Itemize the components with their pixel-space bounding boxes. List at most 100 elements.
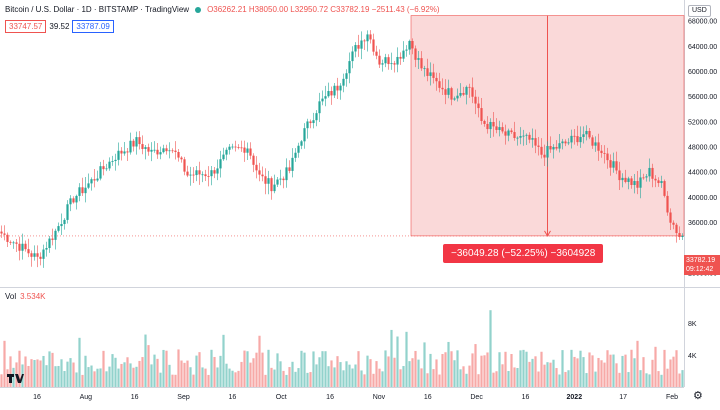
time-tick-label: Dec bbox=[470, 394, 483, 401]
volume-bar bbox=[297, 368, 300, 387]
currency-button[interactable]: USD bbox=[688, 5, 711, 17]
candle-body bbox=[435, 77, 438, 82]
candle-body bbox=[546, 146, 549, 158]
volume-bar bbox=[624, 354, 627, 387]
candle-body bbox=[159, 152, 162, 155]
symbol-title[interactable]: Bitcoin / U.S. Dollar · 1D · BITSTAMP · … bbox=[5, 5, 190, 14]
volume-bar bbox=[573, 356, 576, 387]
candle-body bbox=[201, 174, 204, 176]
candle-body bbox=[666, 195, 669, 213]
volume-bar bbox=[537, 371, 540, 387]
volume-bar bbox=[240, 361, 243, 387]
candle-body bbox=[84, 187, 87, 194]
volume-bar bbox=[273, 369, 276, 387]
candle-body bbox=[57, 226, 60, 231]
price-tick-label: 64000.00 bbox=[688, 44, 717, 51]
volume-bar bbox=[156, 358, 159, 387]
candle-body bbox=[621, 177, 624, 181]
volume-bar bbox=[285, 374, 288, 387]
candle-body bbox=[336, 85, 339, 91]
volume-bar bbox=[558, 374, 561, 387]
volume-bar bbox=[162, 349, 165, 387]
candle-body bbox=[48, 238, 51, 249]
volume-bar bbox=[54, 366, 57, 387]
candle-body bbox=[342, 78, 345, 86]
tradingview-logo-icon[interactable] bbox=[6, 372, 24, 386]
candle-body bbox=[627, 178, 630, 182]
volume-bar bbox=[609, 354, 612, 387]
candle-body bbox=[459, 93, 462, 96]
candle-body bbox=[108, 161, 111, 169]
candle-body bbox=[504, 131, 507, 136]
candle-body bbox=[222, 154, 225, 160]
volume-bar bbox=[333, 367, 336, 387]
candle-body bbox=[135, 137, 138, 147]
candle-body bbox=[243, 147, 246, 153]
volume-bar bbox=[147, 345, 150, 387]
buy-button[interactable]: 33787.09 bbox=[72, 20, 114, 33]
candle-body bbox=[471, 87, 474, 97]
volume-bar bbox=[234, 372, 237, 387]
candle-body bbox=[237, 147, 240, 148]
volume-bar bbox=[189, 367, 192, 387]
candle-body bbox=[330, 91, 333, 96]
symbol-legend: Bitcoin / U.S. Dollar · 1D · BITSTAMP · … bbox=[5, 5, 440, 14]
candle-body bbox=[90, 179, 93, 184]
volume-bar bbox=[87, 367, 90, 387]
volume-bar bbox=[126, 357, 129, 387]
candle-body bbox=[123, 151, 126, 154]
candle-body bbox=[126, 151, 129, 153]
volume-bar bbox=[390, 329, 393, 387]
gear-icon[interactable]: ⚙ bbox=[693, 390, 703, 402]
volume-bar bbox=[591, 355, 594, 387]
candle-body bbox=[279, 178, 282, 180]
candle-body bbox=[591, 137, 594, 146]
volume-bar bbox=[459, 369, 462, 387]
volume-bar bbox=[198, 352, 201, 387]
volume-bar bbox=[27, 365, 30, 387]
candle-body bbox=[522, 135, 525, 137]
time-tick-label: 16 bbox=[131, 394, 139, 401]
candle-body bbox=[93, 179, 96, 181]
candle-body bbox=[138, 137, 141, 145]
candle-body bbox=[168, 150, 171, 152]
volume-bar bbox=[378, 368, 381, 387]
volume-bar bbox=[642, 357, 645, 387]
candle-body bbox=[558, 143, 561, 149]
volume-bar bbox=[9, 356, 12, 387]
candle-body bbox=[423, 68, 426, 70]
volume-bar bbox=[381, 371, 384, 387]
sell-button[interactable]: 33747.57 bbox=[5, 20, 47, 33]
candle-body bbox=[357, 45, 360, 49]
candle-body bbox=[564, 141, 567, 144]
volume-bar bbox=[621, 355, 624, 387]
candle-body bbox=[369, 34, 372, 40]
time-tick-label: Feb bbox=[666, 394, 678, 401]
volume-bar bbox=[72, 362, 75, 387]
candle-body bbox=[675, 224, 678, 234]
volume-bar bbox=[486, 352, 489, 387]
volume-bar bbox=[252, 358, 255, 387]
time-tick-label: Aug bbox=[80, 394, 93, 401]
candle-body bbox=[534, 138, 537, 146]
volume-bar bbox=[276, 353, 279, 387]
candle-body bbox=[210, 170, 213, 177]
volume-bar bbox=[75, 372, 78, 387]
candle-body bbox=[462, 93, 465, 95]
candle-body bbox=[663, 181, 666, 196]
candle-body bbox=[6, 234, 9, 242]
volume-bar bbox=[36, 359, 39, 387]
candle-body bbox=[639, 177, 642, 188]
candle-body bbox=[579, 136, 582, 143]
volume-bar bbox=[477, 374, 480, 387]
candle-body bbox=[270, 178, 273, 192]
candle-body bbox=[285, 167, 288, 181]
candle-body bbox=[312, 120, 315, 124]
volume-bar bbox=[402, 366, 405, 387]
volume-bar bbox=[339, 362, 342, 387]
volume-bar bbox=[501, 364, 504, 387]
volume-bar bbox=[444, 352, 447, 387]
candle-body bbox=[396, 56, 399, 65]
